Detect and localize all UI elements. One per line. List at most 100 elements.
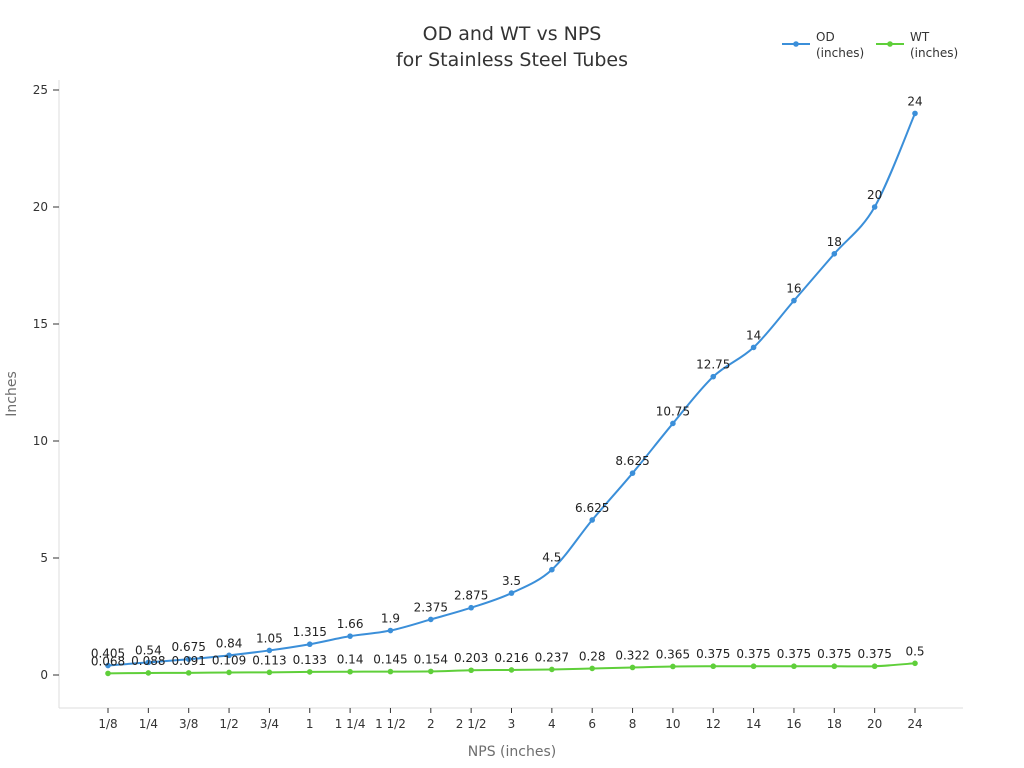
wt-data-label: 0.237: [535, 650, 569, 664]
od-data-label: 3.5: [502, 574, 521, 588]
x-tick-label: 3: [508, 717, 516, 731]
y-tick-label: 20: [33, 200, 48, 214]
x-tick-label: 12: [706, 717, 721, 731]
x-tick-label: 16: [786, 717, 801, 731]
x-tick-label: 6: [588, 717, 596, 731]
wt-point: [428, 668, 434, 675]
wt-data-label: 0.14: [337, 653, 364, 667]
od-data-label: 10.75: [656, 404, 690, 418]
od-data-label: 8.625: [615, 454, 649, 468]
x-tick-label: 18: [827, 717, 842, 731]
wt-point: [347, 668, 353, 675]
od-point: [428, 616, 434, 623]
wt-data-label: 0.203: [454, 651, 488, 665]
od-data-label: 2.375: [414, 600, 448, 614]
wt-point: [750, 663, 757, 670]
od-data-label: 4.5: [542, 551, 561, 565]
od-point: [549, 566, 555, 573]
od-data-label: 1.66: [337, 617, 364, 631]
wt-data-label: 0.145: [373, 653, 407, 667]
wt-point: [387, 668, 394, 675]
wt-point: [468, 667, 474, 674]
od-point: [912, 110, 918, 117]
wt-point: [589, 665, 595, 672]
od-point: [710, 373, 717, 380]
od-point: [629, 470, 636, 476]
od-point: [589, 517, 595, 523]
y-tick-label: 0: [40, 668, 48, 682]
od-legend-marker: [793, 41, 799, 47]
x-tick-label: 2: [427, 717, 435, 731]
od-data-label: 0.84: [216, 636, 243, 650]
wt-data-label: 0.109: [212, 653, 246, 667]
y-axis-title: Inches: [4, 371, 20, 416]
od-data-label: 0.54: [135, 643, 162, 657]
wt-point: [105, 670, 111, 677]
od-data-label: 1.9: [381, 612, 400, 626]
y-tick-label: 5: [40, 551, 48, 565]
od-point: [791, 297, 797, 304]
od-point: [347, 633, 353, 639]
x-axis-ticks: 1/8 1/4 3/8 1/2 3/4 1 1 1/4 1 1/2 2 2 1/2 3 4 6 8 10 12…: [98, 708, 923, 731]
wt-data-label: 0.375: [857, 647, 891, 661]
wt-data-label: 0.375: [696, 647, 730, 661]
wt-data-label: 0.088: [131, 654, 165, 668]
data-labels-layer: 0.405 0.54 0.675 0.84 1.05 1.315 1.66 1.9 2.375 2…: [91, 94, 925, 668]
wt-data-label: 0.5: [905, 644, 924, 658]
wt-point: [508, 667, 515, 673]
x-tick-label: 1/2: [219, 717, 238, 731]
wt-point: [871, 663, 878, 670]
wt-data-label: 0.154: [414, 652, 448, 666]
od-legend-label: OD: [816, 30, 835, 44]
series-layer: [105, 110, 918, 677]
wt-data-label: 0.375: [817, 647, 851, 661]
x-tick-label: 1 1/2: [375, 717, 406, 731]
wt-data-label: 0.091: [172, 654, 206, 668]
od-point: [468, 604, 474, 611]
x-axis-title: NPS (inches): [468, 744, 556, 760]
wt-legend-label: WT: [910, 30, 930, 44]
od-data-label: 24: [907, 94, 922, 108]
od-point: [185, 656, 192, 663]
wt-point: [791, 663, 797, 670]
wt-point: [670, 663, 676, 670]
chart-title: OD and WT vs NPS: [423, 23, 602, 45]
wt-data-label: 0.375: [736, 647, 770, 661]
x-tick-label: 3/4: [260, 717, 279, 731]
x-tick-label: 4: [548, 717, 556, 731]
y-axis-ticks: 0 5 10 15 20 25: [33, 83, 59, 682]
wt-data-label: 0.113: [252, 653, 286, 667]
y-tick-label: 25: [33, 83, 48, 97]
od-point: [387, 627, 394, 634]
wt-point: [266, 669, 273, 676]
wt-data-label: 0.322: [615, 648, 649, 662]
y-tick-label: 15: [33, 317, 48, 331]
od-data-label: 14: [746, 328, 761, 342]
wt-point: [912, 660, 918, 667]
wt-data-label: 0.133: [293, 653, 327, 667]
x-tick-label: 8: [629, 717, 637, 731]
wt-point: [549, 666, 555, 673]
x-tick-label: 1: [306, 717, 314, 731]
chart-subtitle: for Stainless Steel Tubes: [396, 49, 628, 71]
x-tick-label: 20: [867, 717, 882, 731]
od-data-label: 1.315: [293, 625, 327, 639]
wt-point: [831, 663, 838, 670]
x-tick-label: 1/4: [139, 717, 158, 731]
wt-legend-marker: [887, 41, 893, 47]
od-point: [670, 420, 676, 427]
x-tick-label: 14: [746, 717, 761, 731]
wt-point: [185, 670, 192, 676]
od-point: [226, 652, 232, 659]
wt-data-label: 0.216: [494, 651, 528, 665]
x-tick-label: 3/8: [179, 717, 198, 731]
od-point: [750, 344, 757, 351]
od-data-label: 1.05: [256, 631, 283, 645]
od-point: [831, 251, 838, 257]
wt-point: [710, 663, 717, 670]
wt-point: [226, 669, 232, 676]
wt-data-label: 0.375: [777, 647, 811, 661]
od-point: [145, 659, 152, 666]
x-tick-label: 2 1/2: [456, 717, 487, 731]
x-tick-label: 24: [907, 717, 922, 731]
